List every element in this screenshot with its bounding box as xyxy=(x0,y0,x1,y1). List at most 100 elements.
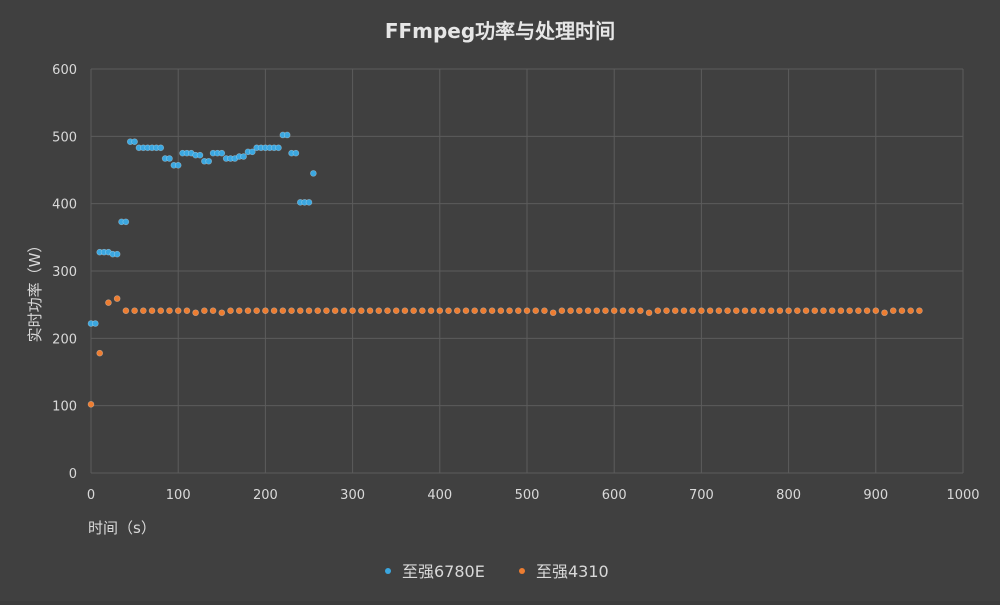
data-point xyxy=(628,307,635,315)
data-point xyxy=(602,307,609,315)
data-point xyxy=(828,307,836,315)
legend-label: 至强4310 xyxy=(536,562,609,581)
data-point xyxy=(645,309,653,317)
data-point xyxy=(401,307,409,315)
series-2 xyxy=(87,295,923,408)
data-point xyxy=(584,307,592,315)
x-tick-label: 600 xyxy=(602,488,627,503)
legend-item: 至强4310 xyxy=(519,562,609,581)
data-point xyxy=(567,307,574,315)
data-point xyxy=(523,307,531,315)
data-point xyxy=(92,320,99,327)
legend-label: 至强6780E xyxy=(402,562,485,581)
data-point xyxy=(292,149,300,157)
y-tick-label: 500 xyxy=(52,130,77,145)
data-point xyxy=(209,307,217,315)
data-point xyxy=(105,299,112,306)
data-point xyxy=(680,307,688,315)
data-point xyxy=(205,157,213,165)
data-point xyxy=(96,349,104,357)
data-point xyxy=(497,307,505,315)
data-point xyxy=(541,307,548,315)
data-point xyxy=(244,307,252,315)
x-tick-label: 500 xyxy=(515,488,540,503)
series-1 xyxy=(87,131,317,327)
data-point xyxy=(872,307,880,315)
data-point xyxy=(227,307,234,315)
y-tick-label: 600 xyxy=(52,63,77,78)
data-point xyxy=(436,307,444,315)
data-point xyxy=(916,307,923,315)
data-point xyxy=(514,307,522,315)
data-point xyxy=(619,307,627,315)
data-point xyxy=(741,307,749,315)
data-point xyxy=(122,218,130,226)
data-point xyxy=(218,149,226,157)
data-point xyxy=(732,307,740,315)
data-point xyxy=(785,307,792,315)
data-point xyxy=(427,307,435,315)
data-point xyxy=(253,307,260,315)
data-point xyxy=(471,307,478,315)
data-point xyxy=(314,307,322,315)
data-point xyxy=(593,307,601,315)
data-point xyxy=(907,307,914,315)
data-point xyxy=(140,307,147,315)
data-point xyxy=(358,307,365,315)
data-point xyxy=(480,307,487,315)
x-tick-label: 400 xyxy=(427,488,452,503)
y-tick-label: 100 xyxy=(52,400,77,415)
data-point xyxy=(724,307,731,315)
data-point xyxy=(174,161,182,169)
x-tick-label: 0 xyxy=(87,488,95,503)
data-point xyxy=(689,307,696,315)
legend-marker xyxy=(385,568,391,574)
data-point xyxy=(113,250,121,258)
data-point xyxy=(375,307,383,315)
data-point xyxy=(811,307,819,315)
data-point xyxy=(192,309,199,317)
data-point xyxy=(275,144,282,152)
data-point xyxy=(157,144,165,152)
data-point xyxy=(122,307,130,315)
data-point xyxy=(558,307,566,315)
x-tick-label: 200 xyxy=(253,488,278,503)
data-point xyxy=(166,155,173,162)
data-point xyxy=(802,307,810,315)
x-tick-label: 900 xyxy=(863,488,888,503)
data-point xyxy=(663,307,670,315)
data-point xyxy=(366,307,374,315)
legend-item: 至强6780E xyxy=(385,562,485,581)
gridlines xyxy=(90,68,964,474)
x-tick-label: 300 xyxy=(340,488,365,503)
x-axis-label: 时间（s） xyxy=(88,519,156,537)
data-point xyxy=(310,170,317,177)
data-point xyxy=(698,307,705,315)
data-point xyxy=(283,131,291,139)
data-point xyxy=(392,307,400,315)
data-point xyxy=(235,307,243,315)
data-point xyxy=(279,307,287,315)
data-point xyxy=(384,307,391,315)
data-point xyxy=(794,307,801,315)
data-point xyxy=(240,153,247,160)
data-point xyxy=(654,307,662,315)
data-point xyxy=(637,307,644,315)
x-tick-label: 100 xyxy=(166,488,191,503)
data-point xyxy=(863,307,871,315)
x-tick-label: 800 xyxy=(776,488,801,503)
legend-marker xyxy=(519,568,525,574)
data-point xyxy=(305,307,313,315)
data-point xyxy=(174,307,182,315)
data-point xyxy=(532,307,540,315)
data-point xyxy=(715,307,723,315)
data-point xyxy=(131,307,138,315)
y-tick-label: 0 xyxy=(69,467,77,482)
data-point xyxy=(759,307,766,315)
data-point xyxy=(166,307,173,315)
y-tick-label: 200 xyxy=(52,332,77,347)
data-point xyxy=(445,307,452,315)
data-point xyxy=(506,307,513,315)
